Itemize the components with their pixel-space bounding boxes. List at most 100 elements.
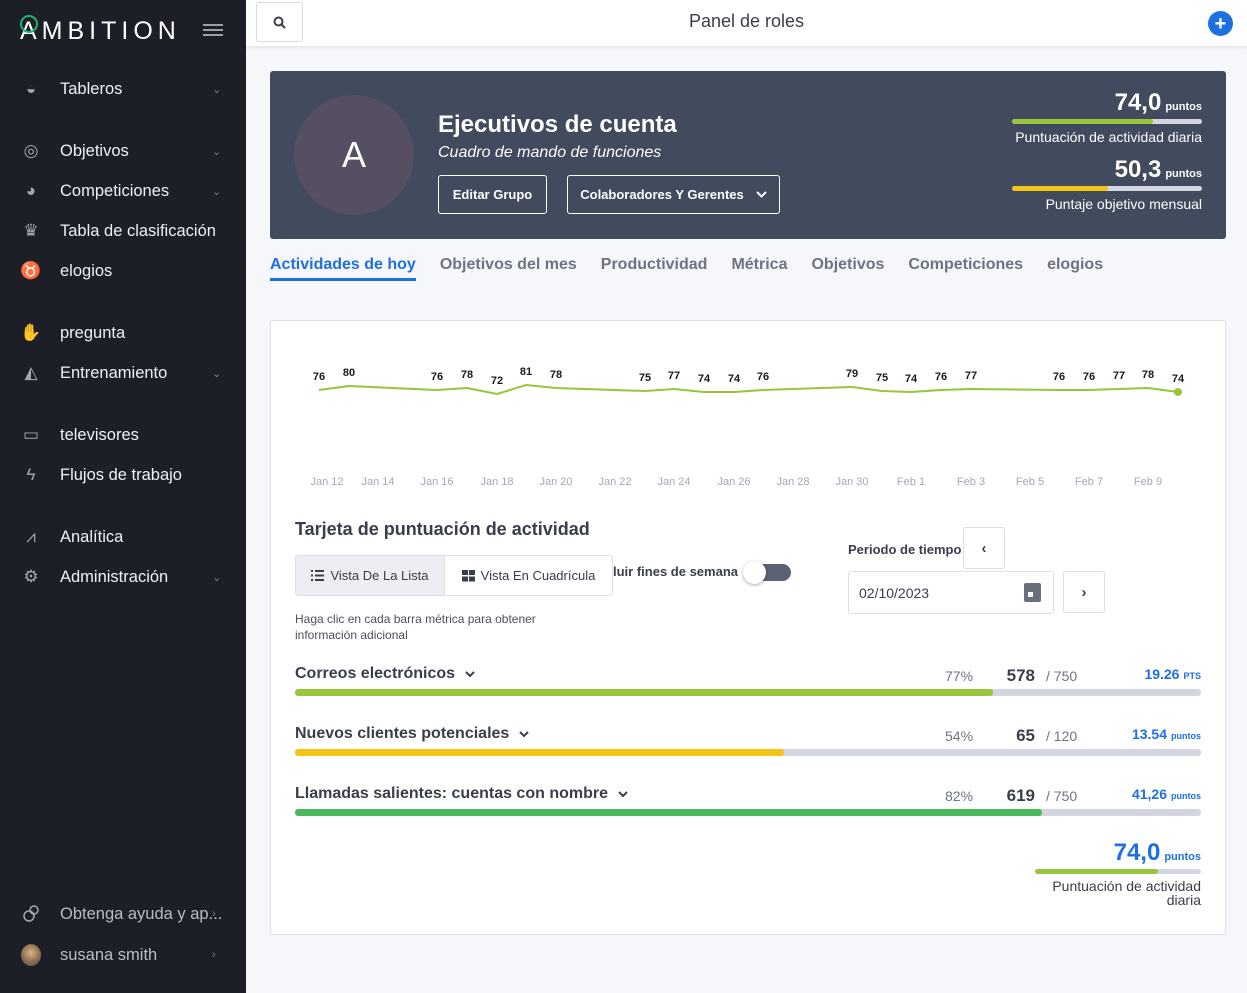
- tv-icon: ▭: [22, 425, 40, 444]
- exclude-weekends-label: luir fines de semana: [613, 564, 738, 579]
- tab-bar: Actividades de hoy Objetivos del mes Produ…: [270, 256, 1103, 281]
- chart-icon: ⩘: [26, 527, 36, 546]
- x-axis-tick: Feb 5: [1015, 476, 1045, 488]
- total-label: Puntuación de actividad diaria: [1052, 878, 1201, 908]
- total-unit: puntos: [1164, 851, 1201, 863]
- search-button[interactable]: [256, 2, 303, 42]
- sidebar-item-pregunta[interactable]: ✋ pregunta: [0, 315, 246, 351]
- grid-icon: [461, 569, 475, 581]
- tab-competiciones[interactable]: Competiciones: [908, 256, 1024, 273]
- sidebar-item-anal-tica[interactable]: ⩘ Analítica: [0, 519, 246, 555]
- tab-objetivos[interactable]: Objetivos: [811, 256, 885, 273]
- data-label: 75: [875, 372, 889, 384]
- metric-name[interactable]: Correos electrónicos: [295, 665, 475, 683]
- x-axis-tick: Feb 3: [956, 476, 986, 488]
- target-icon: ◎: [23, 141, 39, 160]
- metric-progress-bar[interactable]: [295, 749, 1201, 756]
- edit-group-button[interactable]: Editar Grupo: [438, 175, 547, 214]
- data-label: 74: [904, 373, 918, 385]
- collapse-menu-icon[interactable]: [203, 24, 223, 38]
- grid-view-label: Vista En Cuadrícula: [480, 568, 596, 583]
- points-value: 19.26: [1144, 666, 1180, 682]
- x-axis-tick: Feb 9: [1133, 476, 1163, 488]
- tab-actividades-de-hoy[interactable]: Actividades de hoy: [270, 256, 416, 281]
- metric-points: 41,26 puntos: [1132, 786, 1201, 802]
- x-axis-tick: Jan 26: [717, 476, 751, 488]
- help-menu-item[interactable]: Obtenga ayuda y ap... ›: [0, 896, 246, 932]
- metric-progress-bar[interactable]: [295, 689, 1201, 696]
- exclude-weekends-toggle[interactable]: [743, 561, 791, 584]
- data-label: 81: [519, 366, 533, 378]
- list-view-label: Vista De La Lista: [330, 568, 429, 583]
- score-label: Puntuación de actividad diaria: [1015, 129, 1202, 145]
- score-bar: [1012, 119, 1202, 124]
- grid-view-button[interactable]: Vista En Cuadrícula: [445, 556, 612, 595]
- sidebar-item-competiciones[interactable]: ◕ Competiciones ⌄: [0, 173, 246, 209]
- sidebar-item-objetivos[interactable]: ◎ Objetivos ⌄: [0, 133, 246, 169]
- members-filter-dropdown[interactable]: Colaboradores Y Gerentes: [567, 175, 780, 214]
- role-header: A Ejecutivos de cuenta Cuadro de mando d…: [270, 71, 1226, 239]
- x-axis-tick: Jan 28: [776, 476, 810, 488]
- sidebar-item-administraci-n[interactable]: ⚙ Administración ⌄: [0, 559, 246, 595]
- ambition-logo[interactable]: AMBITION: [20, 15, 181, 46]
- data-label: 78: [460, 369, 474, 381]
- metric-name[interactable]: Nuevos clientes potenciales: [295, 725, 530, 743]
- tab-objetivos-del-mes[interactable]: Objetivos del mes: [439, 256, 577, 273]
- group-avatar: A: [294, 95, 414, 215]
- activity-card: 76 80 76 78 72 81 78 75 77 74 74 76 79 75 74 76 77 76 76 77…: [270, 320, 1226, 935]
- sidebar-item-elogios[interactable]: ♉ elogios: [0, 253, 246, 289]
- metric-name[interactable]: Llamadas salientes: cuentas con nombre: [295, 785, 628, 803]
- metric-name-label: Correos electrónicos: [295, 665, 456, 682]
- data-label: 76: [756, 371, 770, 383]
- metric-target: / 750: [1046, 668, 1078, 684]
- score-bar: [1012, 186, 1202, 191]
- tab-m-trica[interactable]: Métrica: [731, 256, 788, 273]
- chevron-down-icon: [618, 790, 628, 797]
- tab-productividad[interactable]: Productividad: [600, 256, 708, 273]
- metric-name-label: Nuevos clientes potenciales: [295, 725, 510, 742]
- data-label: 78: [549, 369, 563, 381]
- data-label: 76: [1082, 371, 1096, 383]
- sidebar-item-label: Tableros: [60, 79, 123, 98]
- sidebar-item-tableros[interactable]: ◒ Tableros ⌄: [0, 71, 246, 107]
- sidebar-item-televisores[interactable]: ▭ televisores: [0, 417, 246, 453]
- x-axis-tick: Jan 20: [539, 476, 573, 488]
- data-label: 77: [964, 370, 978, 382]
- data-label: 79: [845, 368, 859, 380]
- sidebar-item-entrenamiento[interactable]: ◭ Entrenamiento ⌄: [0, 355, 246, 391]
- group-title: Ejecutivos de cuenta: [438, 111, 677, 138]
- date-input[interactable]: 02/10/2023: [848, 571, 1054, 614]
- user-menu-item[interactable]: susana smith ›: [0, 937, 246, 973]
- data-label: 72: [490, 375, 504, 387]
- total-daily-score: 74,0 puntos Puntuación de actividad diari…: [1035, 839, 1201, 907]
- metric-percent: 77%: [945, 668, 974, 684]
- data-label: 76: [430, 371, 444, 383]
- whistle-icon: ◭: [24, 363, 38, 382]
- chevron-down-icon: ⌄: [212, 145, 222, 158]
- x-axis-tick: Jan 12: [310, 476, 344, 488]
- sidebar-item-flujos-de-trabajo[interactable]: ϟ Flujos de trabajo: [0, 457, 246, 493]
- page-title: Panel de roles: [688, 11, 805, 31]
- list-icon: [311, 570, 325, 581]
- points-unit: puntos: [1171, 731, 1201, 741]
- data-label: 80: [342, 367, 356, 379]
- user-avatar: [21, 944, 41, 966]
- tab-elogios[interactable]: elogios: [1047, 256, 1104, 273]
- metric-percent: 82%: [945, 788, 974, 804]
- add-button[interactable]: +: [1208, 11, 1233, 36]
- x-axis-tick: Jan 18: [480, 476, 514, 488]
- metric-progress-bar[interactable]: [295, 809, 1201, 816]
- sidebar-item-tabla-de-clasificaci-n[interactable]: ♛ Tabla de clasificación: [0, 213, 246, 249]
- previous-period-button[interactable]: ‹: [963, 527, 1005, 569]
- top-bar: Panel de roles +: [246, 0, 1247, 46]
- calendar-icon[interactable]: [1024, 583, 1041, 602]
- scorecard-title: Tarjeta de puntuación de actividad: [295, 519, 590, 539]
- metric-percent: 54%: [945, 728, 974, 744]
- brand-name: AMBITION: [20, 17, 181, 45]
- list-view-button[interactable]: Vista De La Lista: [296, 556, 445, 595]
- group-subtitle: Cuadro de mando de funciones: [438, 144, 662, 161]
- sidebar-item-label: Competiciones: [60, 181, 170, 200]
- total-value: 74,0: [1113, 839, 1161, 866]
- x-axis-tick: Feb 7: [1074, 476, 1104, 488]
- next-period-button[interactable]: ›: [1063, 571, 1105, 613]
